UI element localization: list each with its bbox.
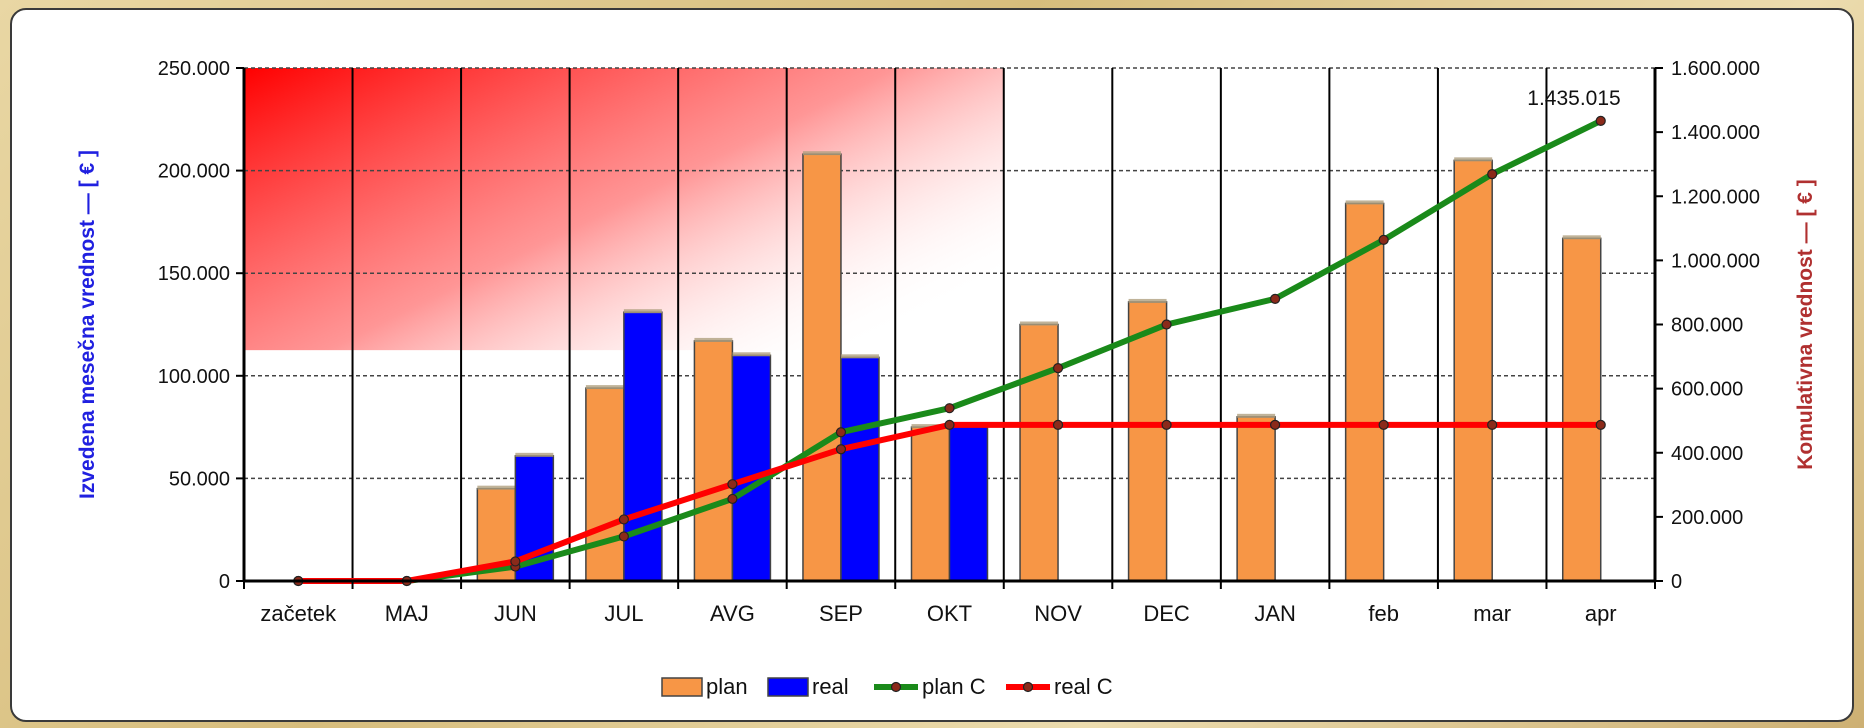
- data-label-annotation: 1.435.015: [1527, 87, 1620, 110]
- bar-plan-OKT: [910, 426, 951, 582]
- y-tick-label: 150.000: [158, 263, 230, 285]
- y-tick-label: 50.000: [169, 468, 230, 490]
- chart-frame: 0 50.000 100.000 150.000 200.000 250.000 0 200.…: [10, 8, 1854, 722]
- bar-plan-feb: [1344, 202, 1385, 582]
- x-tick-label: feb: [1368, 601, 1399, 626]
- point-real-C-feb: [1378, 419, 1389, 430]
- bar-top-shade: [1454, 157, 1493, 162]
- legend-marker-real-C: [1022, 681, 1034, 693]
- bar-plan-apr: [1561, 237, 1602, 582]
- bar-top-shade: [1128, 298, 1167, 303]
- point-plan-C-AVG: [727, 493, 738, 505]
- bar-top-shade: [802, 151, 841, 156]
- bar-plan-mar: [1453, 159, 1493, 582]
- point-real-C-SEP: [835, 444, 847, 455]
- y-axis-title-right: Komulativna vrednost — [ € ]: [1794, 179, 1817, 470]
- legend-swatch-real: [767, 677, 809, 697]
- bar-top-shade: [623, 309, 662, 314]
- bar-top-shade: [1562, 235, 1601, 240]
- y-right-tick-label: 0: [1671, 571, 1682, 593]
- bar-top-shade: [1345, 200, 1384, 205]
- point-plan-C-JUL: [618, 531, 629, 542]
- x-tick-label: NOV: [1034, 601, 1082, 626]
- point-plan-C-OKT: [944, 403, 955, 414]
- bar-plan-DEC: [1127, 301, 1168, 582]
- bar-top-shade: [1237, 413, 1276, 418]
- point-plan-C-SEP: [835, 427, 847, 438]
- y-right-tick-label: 1.000.000: [1671, 250, 1760, 272]
- point-plan-C-NOV: [1052, 363, 1064, 374]
- point-real-C-JAN: [1270, 419, 1281, 430]
- point-real-C-JUL: [618, 514, 629, 525]
- point-real-C-DEC: [1161, 419, 1172, 430]
- y-right-tick-label: 1.400.000: [1671, 122, 1760, 144]
- point-real-C-AVG: [727, 479, 738, 490]
- bar-top-shade: [840, 354, 879, 359]
- bar-plan-AVG: [693, 340, 734, 582]
- x-tick-label: AVG: [710, 601, 755, 626]
- x-tick-label: DEC: [1143, 601, 1190, 626]
- y-tick-label: 250.000: [158, 58, 230, 80]
- y-right-tick-label: 1.600.000: [1671, 58, 1760, 80]
- y-tick-label: 100.000: [158, 366, 230, 388]
- bar-real-OKT: [948, 424, 989, 582]
- point-real-C-apr: [1595, 419, 1606, 430]
- bar-top-shade: [732, 352, 771, 357]
- highlight-region: [244, 68, 1004, 351]
- y-tick-label: 0: [219, 571, 230, 593]
- bar-top-shade: [477, 485, 516, 490]
- legend-marker-plan-C: [890, 681, 902, 693]
- point-real-C-mar: [1487, 419, 1498, 430]
- bar-top-shade: [694, 337, 733, 342]
- point-plan-C-feb: [1378, 234, 1389, 245]
- bar-plan-JUL: [585, 387, 625, 582]
- y-right-tick-label: 200.000: [1671, 507, 1743, 529]
- y-right-tick-label: 800.000: [1671, 315, 1743, 337]
- bar-real-AVG: [731, 354, 772, 582]
- legend-label-real: real: [812, 674, 849, 699]
- point-real-C-OKT: [944, 419, 955, 430]
- x-tick-label: MAJ: [385, 601, 429, 626]
- y-tick-label: 200.000: [158, 161, 230, 183]
- point-plan-C-JAN: [1270, 293, 1281, 304]
- x-tick-label: JAN: [1254, 601, 1296, 626]
- x-tick-label: JUN: [494, 601, 537, 626]
- bar-top-shade: [515, 452, 554, 457]
- bar-real-SEP: [840, 356, 880, 582]
- x-tick-label: začetek: [260, 601, 337, 626]
- legend-label-real-C: real C: [1054, 674, 1113, 699]
- point-plan-C-mar: [1487, 169, 1498, 180]
- bar-plan-SEP: [802, 153, 842, 582]
- y-right-tick-label: 1.200.000: [1671, 186, 1760, 208]
- x-tick-label: SEP: [819, 601, 863, 626]
- point-plan-C-apr: [1595, 115, 1606, 126]
- legend-swatch-plan: [661, 677, 703, 697]
- y-right-tick-label: 600.000: [1671, 379, 1743, 401]
- point-real-C-JUN: [510, 556, 521, 567]
- chart: 0 50.000 100.000 150.000 200.000 250.000 0 200.…: [76, 58, 1817, 699]
- legend-label-plan: plan: [706, 674, 748, 699]
- legend-label-plan-C: plan C: [922, 674, 986, 699]
- x-tick-label: apr: [1585, 601, 1617, 626]
- y-right-tick-label: 400.000: [1671, 443, 1743, 465]
- bar-top-shade: [585, 385, 624, 390]
- x-tick-label: OKT: [927, 601, 972, 626]
- point-real-C-NOV: [1052, 419, 1064, 430]
- x-tick-label: JUL: [604, 601, 643, 626]
- x-tick-label: mar: [1473, 601, 1511, 626]
- point-plan-C-DEC: [1161, 319, 1172, 330]
- bar-plan-NOV: [1019, 323, 1059, 582]
- bar-real-JUL: [623, 311, 663, 582]
- bar-top-shade: [1020, 321, 1059, 326]
- bar-plan-JAN: [1236, 416, 1276, 582]
- y-axis-title-left: Izvedena mesečna vrednost — [ € ]: [76, 150, 99, 499]
